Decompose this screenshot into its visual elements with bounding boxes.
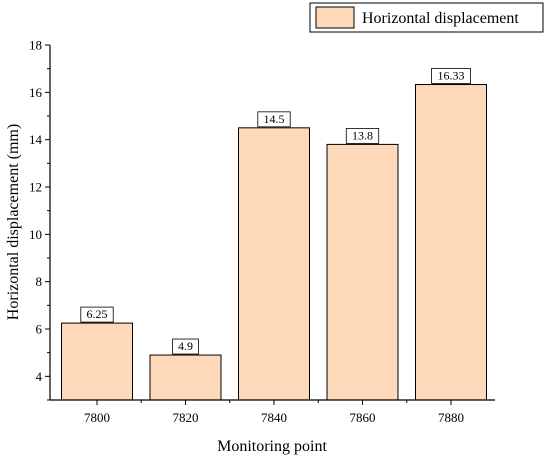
data-label-box [172, 338, 199, 355]
x-axis-title: Monitoring point [217, 438, 327, 455]
data-label-box [431, 68, 471, 84]
bar-7880 [415, 84, 487, 401]
x-tick-label: 7880 [438, 410, 464, 425]
y-tick-label: 16 [29, 85, 43, 100]
y-tick-label: 4 [36, 369, 43, 384]
bar-7820 [149, 354, 222, 401]
y-axis-ticks: 4 6 8 10 12 14 16 18 [29, 38, 50, 401]
legend: Horizontal displacement [309, 2, 544, 33]
legend-swatch [315, 6, 355, 29]
y-tick-label: 8 [36, 274, 43, 289]
bar-7800 [61, 322, 133, 401]
data-label-7860: 13.8 [345, 127, 380, 144]
bars-group [61, 84, 487, 401]
y-axis-title: Horizontal displacement (mm) [5, 124, 22, 320]
y-tick-label: 6 [36, 322, 43, 337]
x-tick-label: 7860 [350, 410, 376, 425]
y-tick-label: 10 [29, 227, 42, 242]
bar-7840 [238, 127, 310, 401]
data-label-7840: 14.5 [257, 111, 291, 128]
data-label-text: 13.8 [352, 128, 373, 142]
data-label-text: 6.25 [87, 307, 108, 321]
data-label-7880: 16.33 [431, 68, 471, 84]
data-label-7820: 4.9 [172, 338, 199, 355]
data-label-box [257, 111, 291, 128]
x-tick-label: 7820 [173, 410, 199, 425]
data-label-box [80, 306, 114, 323]
data-label-7800: 6.25 [80, 306, 114, 323]
x-axis-ticks: 7800 7820 7840 7860 7880 [84, 400, 464, 425]
data-label-text: 14.5 [264, 112, 285, 126]
data-label-box [345, 127, 380, 144]
y-tick-label: 18 [29, 38, 42, 53]
data-labels-group: 6.25 4.9 14.5 13.8 16.33 [80, 68, 471, 355]
x-tick-label: 7800 [84, 410, 110, 425]
y-tick-label: 14 [29, 132, 43, 147]
bar-7860 [326, 143, 399, 401]
data-label-text: 16.33 [438, 69, 465, 83]
legend-label: Horizontal displacement [362, 10, 519, 27]
data-label-text: 4.9 [178, 339, 193, 353]
x-tick-label: 7840 [261, 410, 287, 425]
y-tick-label: 12 [29, 180, 42, 195]
